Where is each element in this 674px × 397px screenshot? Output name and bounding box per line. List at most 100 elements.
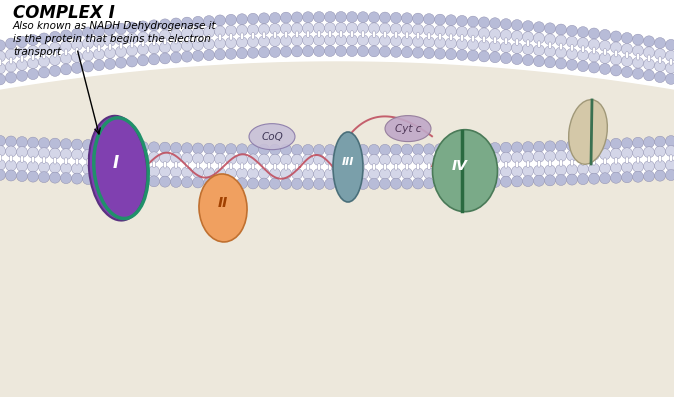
Circle shape	[137, 44, 148, 55]
Ellipse shape	[218, 162, 222, 170]
Ellipse shape	[97, 159, 100, 166]
Circle shape	[588, 39, 599, 50]
Circle shape	[379, 35, 390, 46]
Circle shape	[193, 50, 204, 61]
Circle shape	[160, 30, 171, 41]
Ellipse shape	[483, 162, 486, 169]
Circle shape	[588, 149, 599, 160]
Circle shape	[115, 57, 127, 68]
Circle shape	[555, 141, 567, 152]
Circle shape	[534, 56, 545, 67]
Circle shape	[247, 154, 259, 165]
Ellipse shape	[119, 160, 123, 167]
Circle shape	[313, 12, 324, 23]
Circle shape	[621, 44, 632, 54]
Circle shape	[390, 12, 402, 23]
Circle shape	[181, 167, 193, 178]
Ellipse shape	[471, 35, 474, 42]
Ellipse shape	[185, 36, 189, 43]
Ellipse shape	[196, 162, 200, 169]
Circle shape	[369, 35, 379, 46]
Circle shape	[357, 12, 369, 23]
Circle shape	[226, 37, 237, 48]
Circle shape	[226, 14, 237, 25]
Circle shape	[280, 178, 291, 189]
Circle shape	[346, 154, 357, 166]
Circle shape	[5, 136, 16, 147]
Circle shape	[94, 150, 104, 161]
Circle shape	[214, 26, 226, 37]
Circle shape	[555, 175, 567, 185]
Circle shape	[270, 168, 280, 179]
Circle shape	[270, 154, 280, 165]
Circle shape	[280, 35, 291, 46]
Circle shape	[303, 23, 313, 34]
Circle shape	[336, 154, 346, 166]
Ellipse shape	[636, 53, 640, 60]
Circle shape	[137, 166, 148, 177]
Circle shape	[390, 144, 402, 155]
Circle shape	[148, 31, 160, 42]
Circle shape	[578, 173, 588, 185]
Circle shape	[324, 35, 336, 46]
Circle shape	[512, 176, 522, 187]
Circle shape	[237, 168, 247, 179]
Circle shape	[654, 146, 665, 157]
Circle shape	[390, 46, 402, 58]
Ellipse shape	[669, 154, 673, 162]
Circle shape	[94, 164, 104, 175]
Ellipse shape	[185, 162, 189, 169]
Circle shape	[61, 30, 71, 41]
Ellipse shape	[152, 161, 156, 168]
Circle shape	[28, 46, 38, 57]
Circle shape	[423, 178, 435, 189]
Circle shape	[611, 162, 621, 173]
Circle shape	[621, 33, 632, 44]
Circle shape	[644, 59, 654, 70]
Circle shape	[16, 70, 28, 81]
Circle shape	[204, 167, 214, 178]
Circle shape	[291, 35, 303, 46]
Circle shape	[654, 160, 665, 171]
Text: I: I	[113, 154, 119, 172]
Circle shape	[181, 143, 193, 154]
Circle shape	[127, 175, 137, 186]
Circle shape	[435, 154, 446, 165]
Circle shape	[171, 152, 181, 164]
Ellipse shape	[427, 163, 431, 170]
Circle shape	[82, 38, 94, 49]
Circle shape	[435, 14, 446, 25]
Ellipse shape	[175, 162, 178, 168]
Circle shape	[456, 27, 468, 37]
Ellipse shape	[394, 163, 398, 170]
Circle shape	[237, 154, 247, 165]
Circle shape	[160, 152, 171, 163]
Circle shape	[545, 175, 555, 186]
Circle shape	[379, 46, 390, 57]
Circle shape	[71, 139, 82, 150]
Ellipse shape	[328, 31, 332, 37]
Circle shape	[644, 161, 654, 172]
Circle shape	[127, 22, 137, 33]
Ellipse shape	[614, 157, 618, 164]
Circle shape	[611, 65, 621, 76]
Circle shape	[38, 148, 49, 159]
Circle shape	[369, 154, 379, 166]
Circle shape	[82, 61, 94, 72]
Circle shape	[644, 171, 654, 182]
Circle shape	[369, 168, 379, 179]
Circle shape	[578, 140, 588, 150]
Circle shape	[82, 50, 94, 61]
Circle shape	[0, 74, 5, 85]
Circle shape	[512, 19, 522, 31]
Circle shape	[435, 177, 446, 189]
Circle shape	[379, 154, 390, 165]
Circle shape	[291, 178, 303, 189]
Ellipse shape	[196, 35, 200, 42]
Ellipse shape	[625, 157, 629, 164]
Circle shape	[104, 24, 115, 35]
Circle shape	[369, 12, 379, 23]
Circle shape	[49, 54, 61, 66]
Text: Also known as NADH Dehydrogenase it: Also known as NADH Dehydrogenase it	[13, 21, 216, 31]
Circle shape	[5, 146, 16, 157]
